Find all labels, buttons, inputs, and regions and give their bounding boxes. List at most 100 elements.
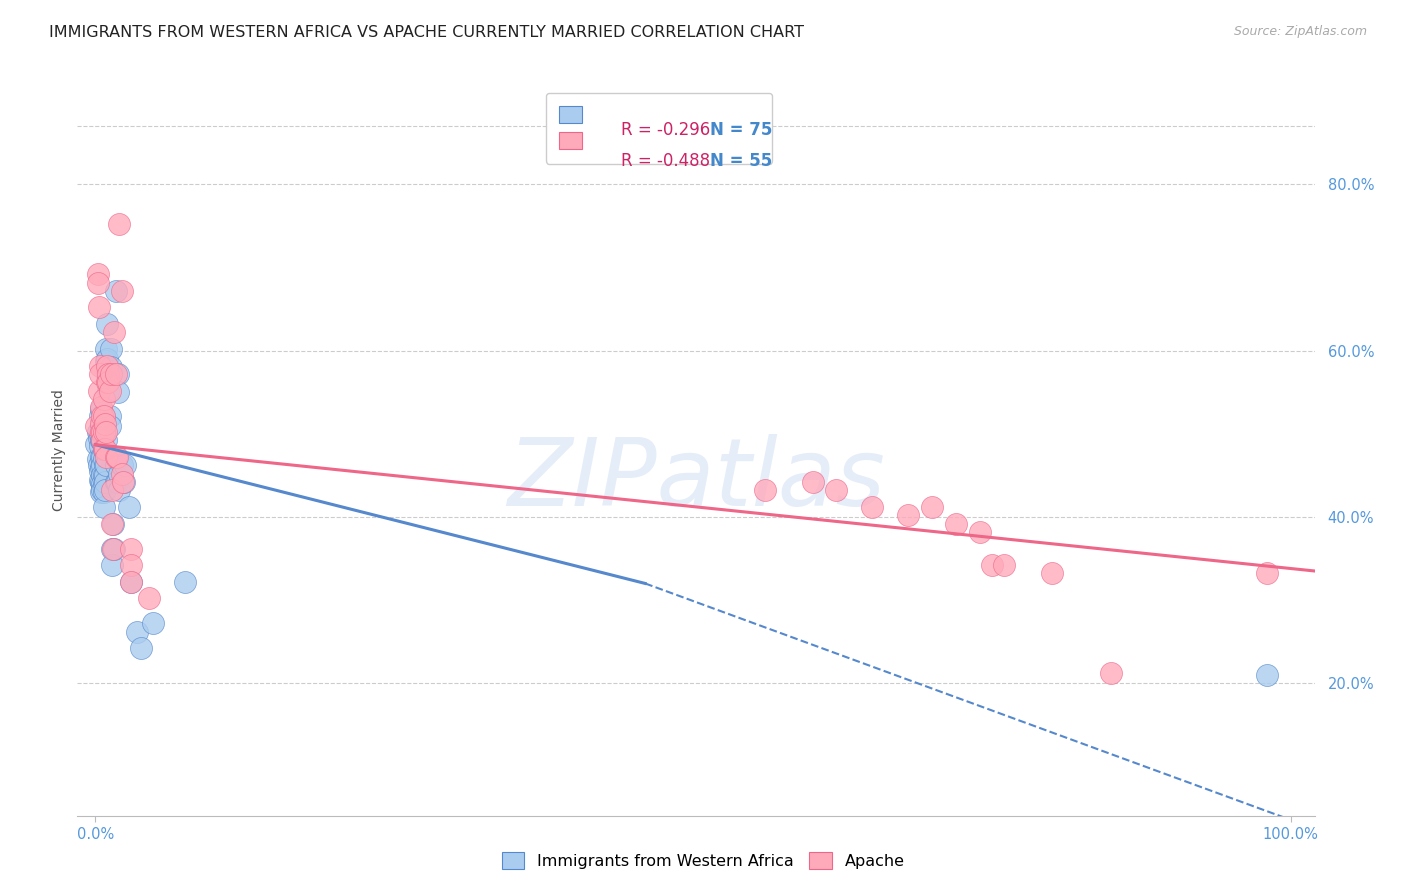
Point bbox=[86, 276, 108, 290]
Point bbox=[89, 409, 111, 423]
Point bbox=[91, 476, 114, 491]
Point bbox=[96, 367, 118, 381]
Point bbox=[127, 624, 149, 639]
Point bbox=[94, 458, 117, 473]
Point bbox=[97, 367, 120, 381]
Point bbox=[97, 376, 120, 390]
Point bbox=[93, 409, 115, 423]
Point bbox=[94, 450, 117, 464]
Point bbox=[86, 437, 108, 451]
Point bbox=[103, 516, 125, 531]
Point bbox=[825, 483, 848, 498]
Point bbox=[86, 451, 108, 466]
Point bbox=[108, 467, 131, 481]
Point bbox=[91, 409, 114, 423]
Point bbox=[105, 450, 128, 464]
Point bbox=[90, 475, 112, 489]
Point bbox=[90, 434, 112, 448]
Point bbox=[91, 434, 114, 448]
Point bbox=[120, 574, 142, 589]
Text: R = -0.296: R = -0.296 bbox=[621, 121, 710, 139]
Point bbox=[93, 451, 115, 466]
Point bbox=[91, 417, 114, 431]
Point bbox=[90, 450, 112, 464]
Point bbox=[98, 384, 121, 398]
Point bbox=[980, 558, 1002, 573]
Point bbox=[98, 409, 121, 423]
Text: Source: ZipAtlas.com: Source: ZipAtlas.com bbox=[1233, 25, 1367, 38]
Point bbox=[93, 443, 115, 458]
Point bbox=[993, 558, 1015, 573]
Point bbox=[97, 384, 120, 398]
Text: R = -0.488: R = -0.488 bbox=[621, 153, 710, 170]
Point bbox=[90, 425, 112, 439]
Point bbox=[90, 485, 112, 500]
Point bbox=[94, 458, 117, 473]
Point bbox=[107, 367, 129, 381]
Point bbox=[104, 458, 127, 473]
Point bbox=[129, 641, 152, 656]
Point bbox=[110, 458, 132, 473]
Point bbox=[90, 401, 112, 415]
Point bbox=[86, 267, 108, 281]
Point bbox=[93, 425, 115, 439]
Point bbox=[120, 541, 142, 556]
Point bbox=[93, 392, 115, 406]
Point bbox=[90, 401, 112, 416]
Point bbox=[89, 473, 111, 487]
Point bbox=[108, 483, 131, 498]
Point bbox=[138, 591, 160, 606]
Point bbox=[1040, 566, 1063, 581]
Point bbox=[174, 574, 197, 589]
Point bbox=[1256, 668, 1278, 682]
Point bbox=[118, 500, 141, 514]
Point bbox=[93, 468, 115, 483]
Point bbox=[93, 500, 115, 514]
Point bbox=[91, 468, 114, 483]
Point bbox=[90, 418, 112, 433]
Text: N = 75: N = 75 bbox=[710, 121, 772, 139]
Point bbox=[93, 485, 115, 500]
Point bbox=[91, 425, 114, 439]
Point bbox=[142, 616, 165, 631]
Point bbox=[91, 458, 114, 473]
Point bbox=[93, 409, 115, 423]
Point bbox=[1256, 566, 1278, 581]
Point bbox=[921, 500, 943, 514]
Point bbox=[93, 476, 115, 491]
Point bbox=[89, 367, 111, 381]
Point bbox=[103, 541, 125, 556]
Point bbox=[89, 359, 111, 373]
Point bbox=[89, 426, 111, 441]
Point bbox=[100, 342, 122, 356]
Point bbox=[98, 418, 121, 433]
Point bbox=[114, 458, 136, 473]
Point bbox=[89, 464, 111, 478]
Point bbox=[89, 439, 111, 453]
Point bbox=[105, 475, 128, 489]
Point bbox=[91, 426, 114, 441]
Point bbox=[94, 443, 117, 458]
Point bbox=[94, 475, 117, 489]
Point bbox=[91, 435, 114, 450]
Text: ZIPatlas: ZIPatlas bbox=[508, 434, 884, 525]
Point bbox=[91, 483, 114, 498]
Point bbox=[96, 317, 118, 331]
Point bbox=[86, 425, 108, 439]
Point bbox=[104, 475, 127, 489]
Point bbox=[120, 558, 142, 573]
Point bbox=[100, 367, 122, 381]
Point bbox=[86, 418, 108, 433]
Point bbox=[87, 458, 110, 473]
Point bbox=[94, 426, 117, 441]
Point bbox=[94, 468, 117, 483]
Point bbox=[101, 541, 124, 556]
Point bbox=[110, 284, 132, 298]
Point bbox=[101, 516, 124, 531]
Point bbox=[897, 508, 920, 523]
Point bbox=[94, 353, 117, 368]
Point bbox=[108, 218, 131, 232]
Point bbox=[104, 450, 127, 464]
Point bbox=[97, 376, 120, 390]
Point bbox=[103, 326, 125, 340]
